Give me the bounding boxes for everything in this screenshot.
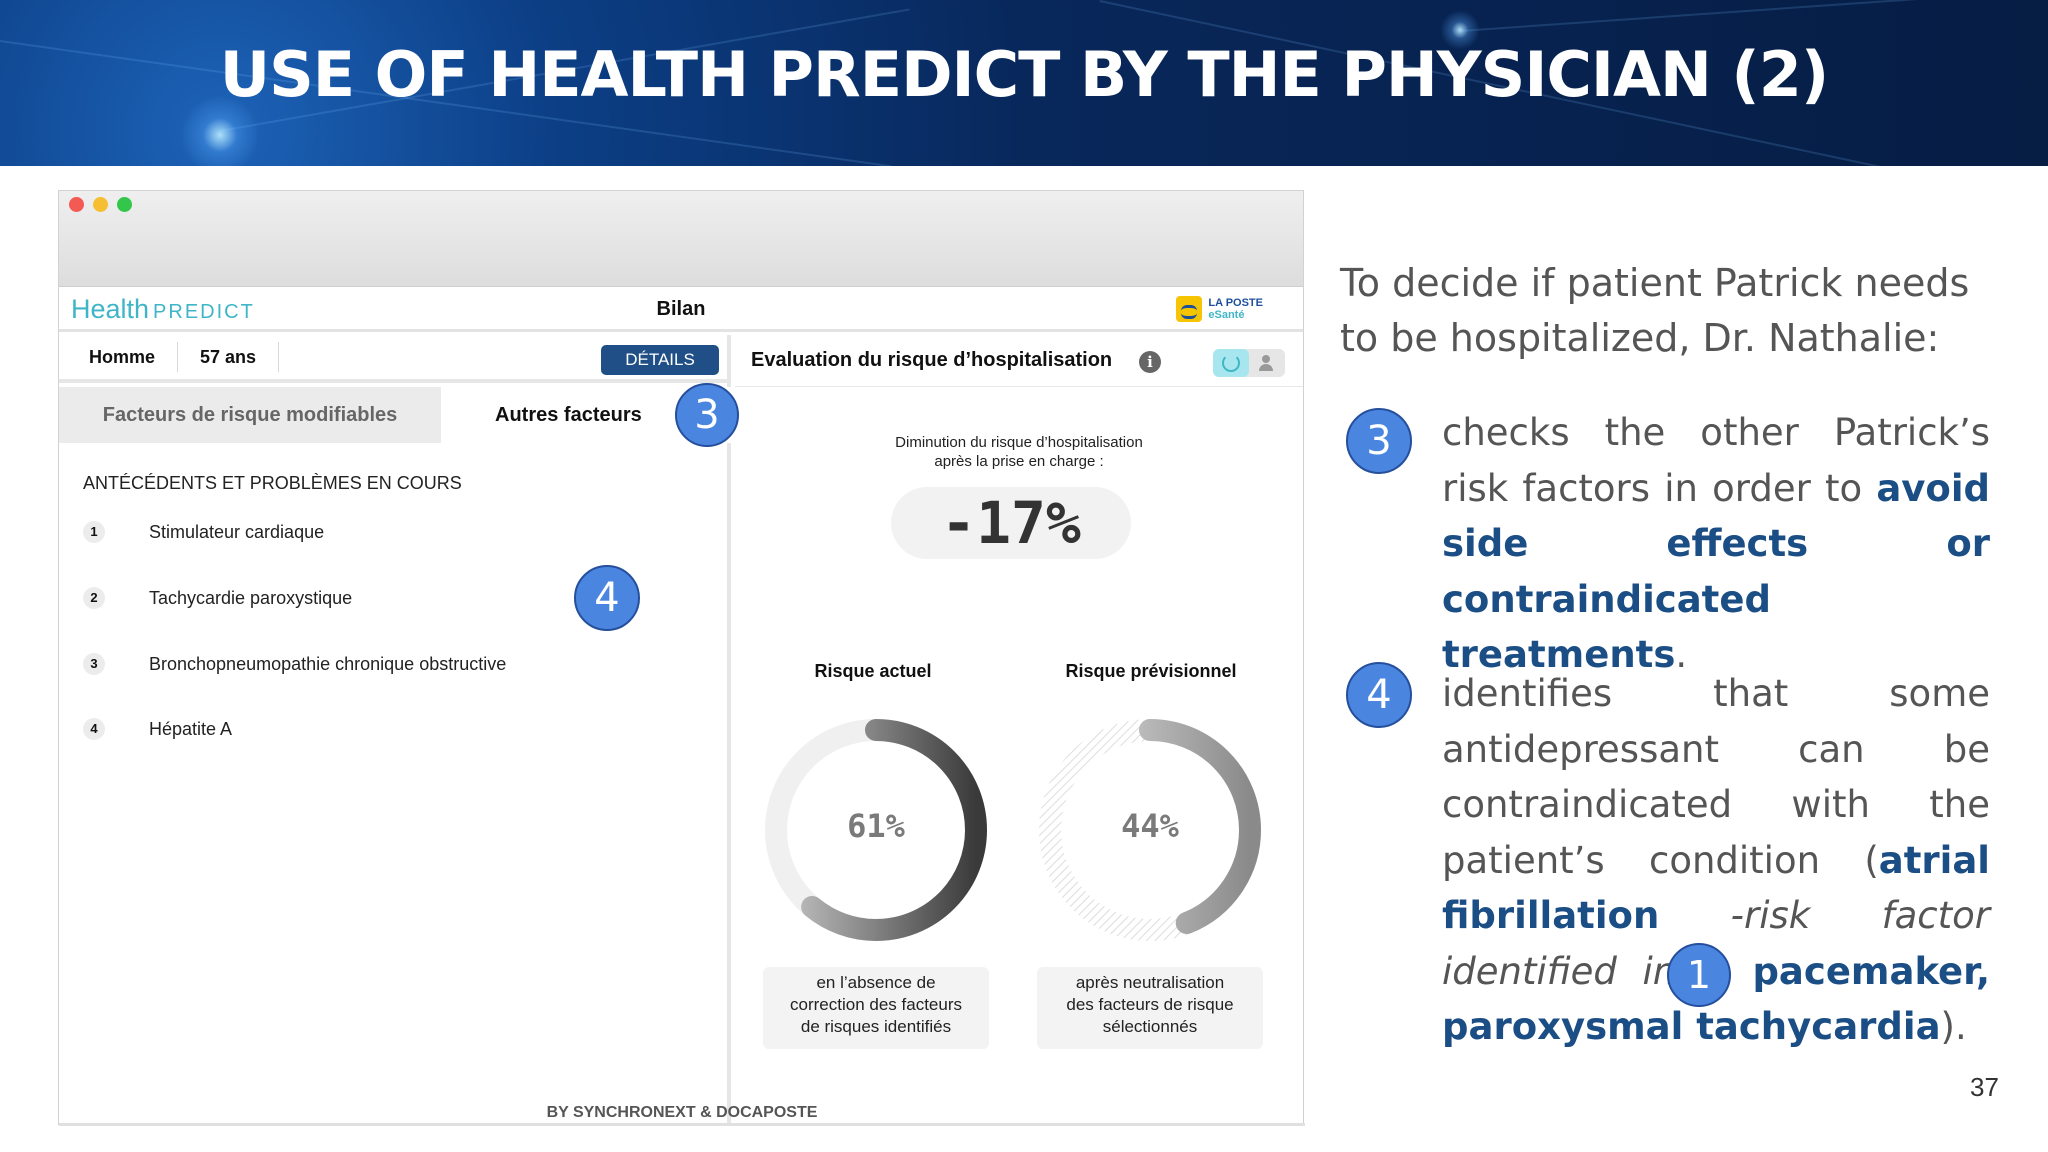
step-4-badge: 4 bbox=[1346, 662, 1412, 728]
app-page-title: Bilan bbox=[656, 298, 706, 320]
decorative-glow bbox=[1440, 10, 1480, 50]
stethoscope-icon[interactable] bbox=[1222, 354, 1240, 372]
app-footer-divider bbox=[59, 1123, 1305, 1126]
step-3-text-a: checks the other Patrick’s risk factors … bbox=[1442, 411, 1990, 510]
note-line: après neutralisation bbox=[1075, 973, 1225, 992]
step-3-text: checks the other Patrick’s risk factors … bbox=[1442, 405, 1990, 683]
patient-icon[interactable] bbox=[1259, 355, 1273, 371]
note-line: sélectionnés bbox=[1102, 1017, 1198, 1036]
la-poste-logo-icon bbox=[1176, 296, 1203, 322]
page-number: 37 bbox=[1970, 1072, 1999, 1102]
window-titlebar bbox=[59, 191, 1303, 287]
patient-summary-bar: Homme 57 ans DÉTAILS bbox=[59, 335, 727, 383]
forecast-risk-note: après neutralisation des facteurs de ris… bbox=[1037, 967, 1263, 1049]
forecast-risk-title: Risque prévisionnel bbox=[1065, 661, 1237, 681]
risk-reduction-label: Diminution du risque d’hospitalisation a… bbox=[735, 433, 1303, 471]
risk-reduction-label-line: Diminution du risque d’hospitalisation bbox=[895, 434, 1143, 451]
app-window: Health PREDICT Bilan LA POSTE eSanté Homm… bbox=[58, 190, 1305, 1126]
view-toggle[interactable] bbox=[1213, 349, 1285, 377]
gauge-arc bbox=[765, 719, 987, 941]
step-4-text: identifies that some antidepressant can … bbox=[1442, 666, 1990, 1055]
note-line: en l’absence de bbox=[816, 973, 936, 992]
window-minimize-button[interactable] bbox=[93, 197, 108, 212]
condition-number: 4 bbox=[83, 718, 105, 740]
risk-panel-header: Evaluation du risque d’hospitalisation i bbox=[735, 335, 1303, 387]
condition-number: 3 bbox=[83, 653, 105, 675]
slide-title: USE OF HEALTH PREDICT BY THE PHYSICIAN (… bbox=[219, 38, 1830, 111]
history-section-title: ANTÉCÉDENTS ET PROBLÈMES EN COURS bbox=[83, 473, 462, 493]
annotation-badge-3: 3 bbox=[675, 383, 739, 447]
window-close-button[interactable] bbox=[69, 197, 84, 212]
condition-label: Hépatite A bbox=[149, 718, 233, 739]
current-risk-gauge: 61% bbox=[751, 705, 1001, 955]
info-icon[interactable]: i bbox=[1139, 351, 1161, 373]
risk-panel-title: Evaluation du risque d’hospitalisation bbox=[751, 349, 1113, 371]
list-item: 2 Tachycardie paroxystique bbox=[83, 587, 352, 609]
health-predict-logo[interactable]: Health PREDICT bbox=[71, 294, 255, 325]
gauge-arc bbox=[1039, 719, 1261, 941]
app-header: Health PREDICT Bilan LA POSTE eSanté bbox=[59, 288, 1303, 332]
risk-factor-tabs: Facteurs de risque modifiables Autres fa… bbox=[59, 387, 731, 443]
risk-factors-panel: Homme 57 ans DÉTAILS Facteurs de risque … bbox=[59, 335, 731, 1125]
step-4-emphasis-a: atrial fibrillation bbox=[1442, 838, 1990, 938]
app-footer-credit: BY SYNCHRONEXT & DOCAPOSTE bbox=[546, 1104, 818, 1121]
annotation-badge-1: 1 bbox=[1667, 943, 1731, 1007]
list-item: 3 Bronchopneumopathie chronique obstruct… bbox=[83, 653, 506, 675]
slide-header-banner: USE OF HEALTH PREDICT BY THE PHYSICIAN (… bbox=[0, 0, 2048, 166]
risk-reduction-label-line: après la prise en charge : bbox=[934, 453, 1104, 470]
step-4-italic: -risk factor identified in bbox=[1442, 894, 1990, 993]
step-3-emphasis: avoid side effects or contraindicated tr… bbox=[1442, 466, 1990, 677]
condition-label: Stimulateur cardiaque bbox=[149, 521, 325, 542]
brand-predict: PREDICT bbox=[153, 301, 255, 323]
forecast-risk-value: 44% bbox=[1121, 807, 1179, 845]
risk-reduction-value: -17% bbox=[891, 487, 1131, 559]
step-3-badge: 3 bbox=[1346, 408, 1412, 474]
list-item: 4 Hépatite A bbox=[83, 718, 232, 740]
step-4-emphasis-b: pacemaker, paroxysmal tachycardia bbox=[1442, 949, 1991, 1049]
partner-line1: LA POSTE bbox=[1208, 297, 1263, 309]
note-line: de risques identifiés bbox=[800, 1017, 952, 1036]
forecast-risk-ring bbox=[1039, 719, 1261, 941]
current-risk-note: en l’absence de correction des facteurs … bbox=[763, 967, 989, 1049]
condition-label: Tachycardie paroxystique bbox=[149, 587, 353, 608]
current-risk-value: 61% bbox=[847, 807, 905, 845]
brand-health: Health bbox=[71, 294, 150, 324]
current-risk-ring bbox=[765, 719, 987, 941]
condition-label: Bronchopneumopathie chronique obstructiv… bbox=[149, 653, 507, 674]
la-poste-esante-logo: LA POSTE eSanté bbox=[1176, 296, 1263, 322]
step-4-text-c: ). bbox=[1940, 1005, 1967, 1048]
hospitalisation-risk-panel: Evaluation du risque d’hospitalisation i… bbox=[735, 335, 1303, 1125]
patient-age: 57 ans bbox=[178, 342, 280, 372]
condition-number: 1 bbox=[83, 521, 105, 543]
decorative-glow bbox=[180, 95, 260, 166]
details-button[interactable]: DÉTAILS bbox=[601, 345, 719, 375]
note-line: des facteurs de risque bbox=[1066, 995, 1234, 1014]
annotation-badge-4: 4 bbox=[574, 565, 640, 631]
step-3-text-b: . bbox=[1675, 633, 1688, 676]
step-4-text-a: identifies that some antidepressant can … bbox=[1442, 672, 1990, 882]
intro-text: To decide if patient Patrick needs to be… bbox=[1340, 261, 1970, 360]
note-line: correction des facteurs bbox=[790, 995, 962, 1014]
forecast-risk-gauge: 44% bbox=[1025, 705, 1275, 955]
current-risk-title: Risque actuel bbox=[814, 661, 932, 681]
window-maximize-button[interactable] bbox=[117, 197, 132, 212]
condition-number: 2 bbox=[83, 587, 105, 609]
partner-line2: eSanté bbox=[1208, 309, 1245, 321]
tab-modifiable-risk-factors[interactable]: Facteurs de risque modifiables bbox=[102, 404, 398, 426]
patient-sex: Homme bbox=[59, 342, 179, 372]
decorative-ray bbox=[1460, 0, 2048, 32]
list-item: 1 Stimulateur cardiaque bbox=[83, 521, 324, 543]
